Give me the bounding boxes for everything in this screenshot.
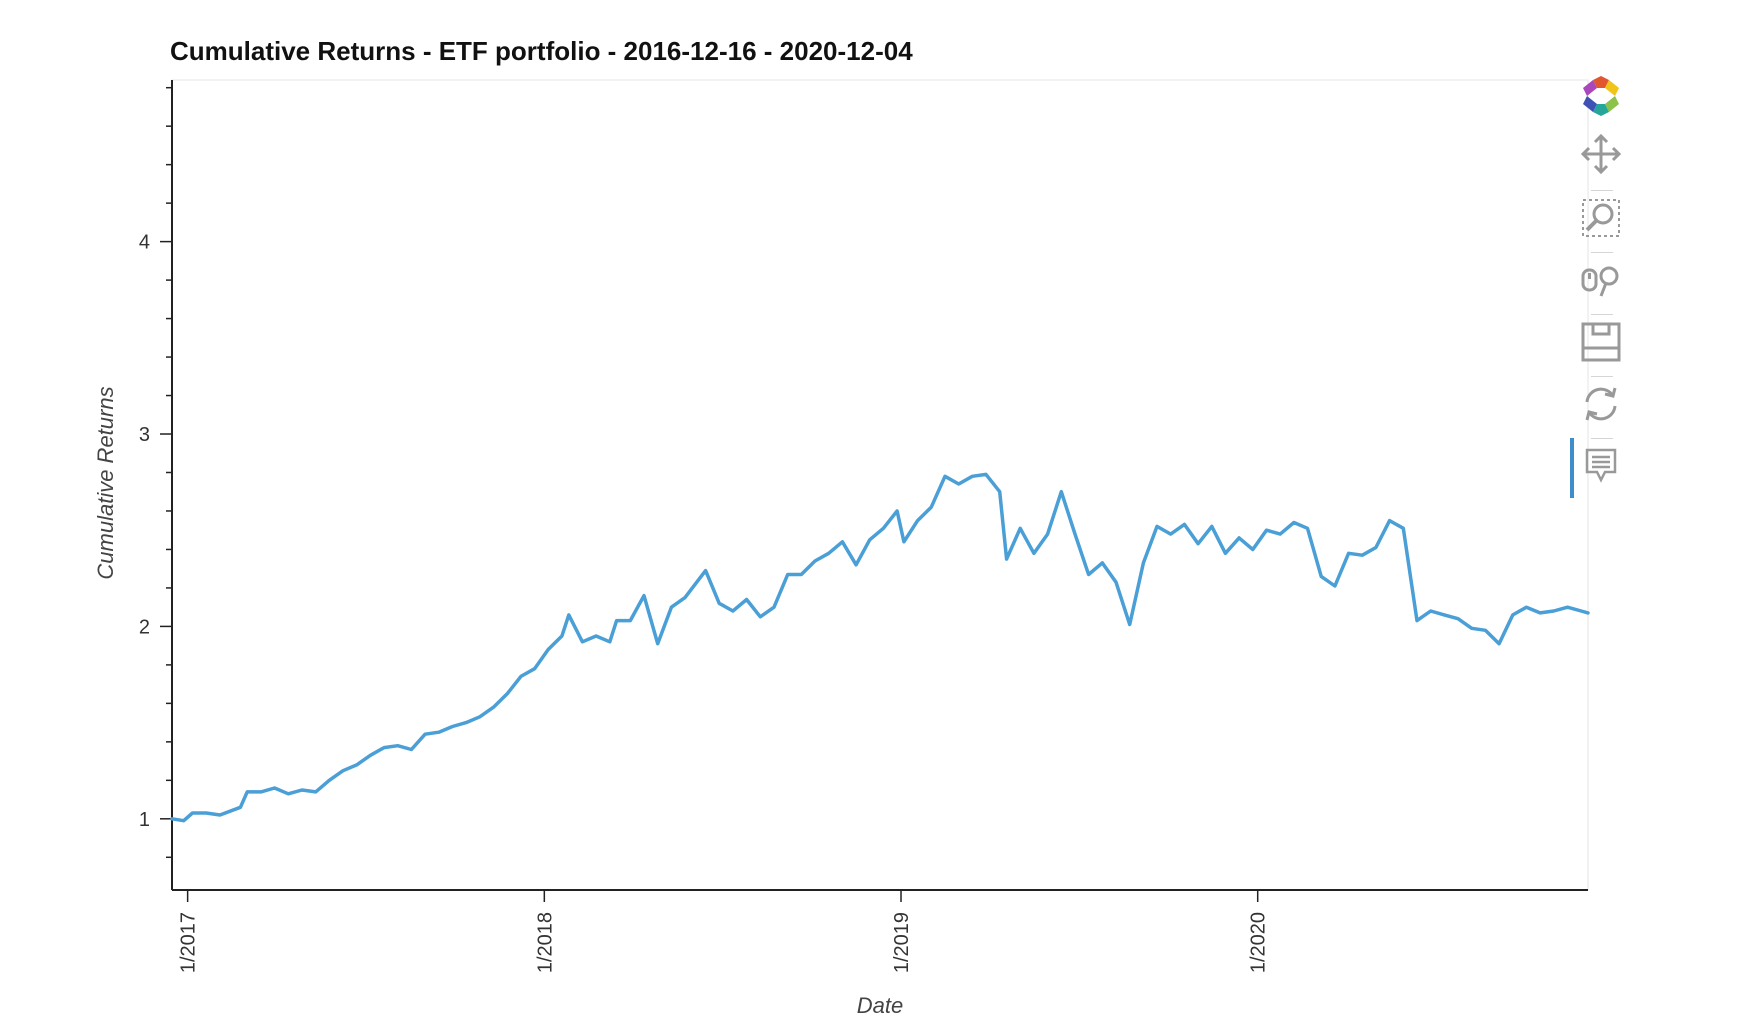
y-tick-label: 3 [139,424,150,446]
box-zoom-icon[interactable] [1570,196,1632,248]
y-tick-label: 4 [139,232,150,254]
toolbar-separator [1591,314,1613,315]
pan-icon[interactable] [1570,132,1632,184]
wheel-zoom-icon[interactable] [1570,258,1632,310]
toolbar-separator [1591,438,1613,439]
x-tick-label: 1/2020 [1248,912,1270,973]
series-line [170,472,1590,823]
toolbar-separator [1591,190,1613,191]
bokeh-logo-icon[interactable] [1570,74,1632,126]
chart-title: Cumulative Returns - ETF portfolio - 201… [170,36,913,66]
toolbar-separator [1591,376,1613,377]
save-icon[interactable] [1570,320,1632,372]
x-tick-label: 1/2019 [891,912,913,973]
x-tick-label: 1/2017 [178,912,200,973]
reset-icon[interactable] [1570,382,1632,434]
hover-icon[interactable] [1570,444,1632,496]
y-tick-label: 1 [139,809,150,831]
active-tool-indicator [1570,438,1574,498]
series-layer [170,472,1590,823]
plot-frame [171,79,1589,891]
y-axis-label: Cumulative Returns [93,386,118,579]
chart-toolbar [1570,70,1632,510]
x-axis-label: Date [857,993,903,1018]
toolbar-separator [1591,252,1613,253]
y-axis: 1 2 3 4 [139,80,173,890]
x-tick-label: 1/2018 [534,912,556,973]
x-axis: 1/2017 1/2018 1/2019 1/2020 [172,889,1588,973]
y-tick-label: 2 [139,616,150,638]
